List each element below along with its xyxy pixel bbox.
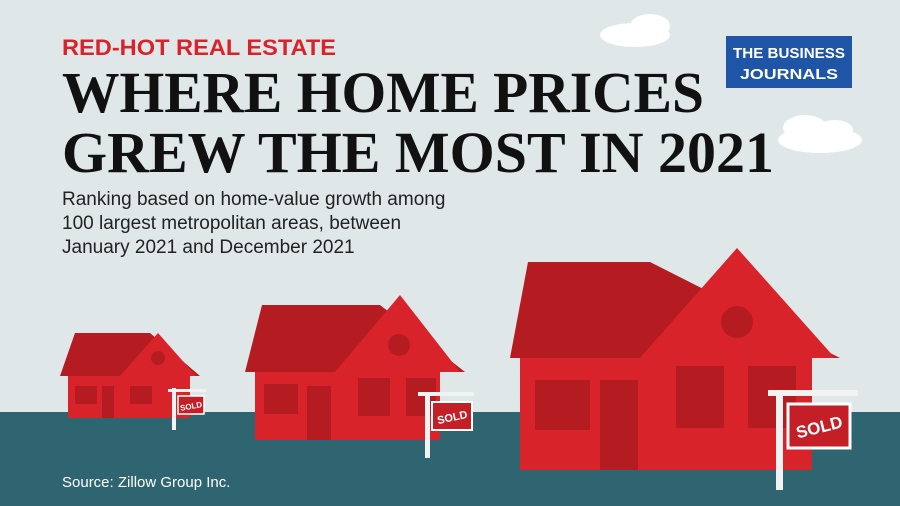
- cloud: [630, 14, 670, 38]
- window: [676, 366, 724, 428]
- sign-large: SOLD: [768, 390, 858, 490]
- clouds: [600, 14, 862, 153]
- window: [151, 351, 165, 365]
- door: [600, 380, 638, 470]
- cloud: [783, 115, 827, 141]
- house-large: [510, 248, 840, 470]
- sign-small: SOLD: [168, 388, 206, 430]
- post: [776, 390, 783, 490]
- gable: [335, 295, 460, 372]
- post: [172, 388, 176, 430]
- subtitle-line: Ranking based on home-value growth among: [62, 189, 445, 210]
- window: [721, 306, 753, 338]
- kicker: RED-HOT REAL ESTATE: [62, 35, 336, 60]
- window: [130, 386, 152, 404]
- sign-text: SOLD: [179, 400, 203, 413]
- door: [307, 386, 331, 440]
- window: [358, 378, 390, 416]
- post: [425, 392, 430, 458]
- door: [102, 386, 114, 418]
- sign-board: [177, 395, 205, 415]
- gable: [640, 248, 835, 358]
- logo: THE BUSINESS JOURNALS: [726, 36, 852, 88]
- house-small: [60, 333, 200, 418]
- logo-text: JOURNALS: [740, 66, 838, 83]
- crossbar: [768, 390, 858, 396]
- house-medium: [245, 295, 465, 440]
- source: Source: Zillow Group Inc.: [62, 474, 230, 491]
- window: [75, 386, 97, 404]
- logo-box: [726, 36, 852, 88]
- crossbar: [418, 392, 474, 396]
- subtitle-line: January 2021 and December 2021: [62, 237, 355, 258]
- title-line: GREW THE MOST IN 2021: [62, 120, 774, 185]
- sign-board: [786, 402, 852, 450]
- logo-text: THE BUSINESS: [733, 45, 845, 62]
- subtitle-line: 100 largest metropolitan areas, between: [62, 213, 401, 234]
- sign-board: [431, 401, 473, 431]
- title-line: WHERE HOME PRICES: [62, 60, 704, 125]
- sign-medium: SOLD: [418, 392, 474, 458]
- crossbar: [168, 389, 206, 392]
- cloud: [817, 120, 853, 140]
- window: [535, 380, 590, 430]
- window: [264, 384, 298, 414]
- window: [388, 334, 410, 356]
